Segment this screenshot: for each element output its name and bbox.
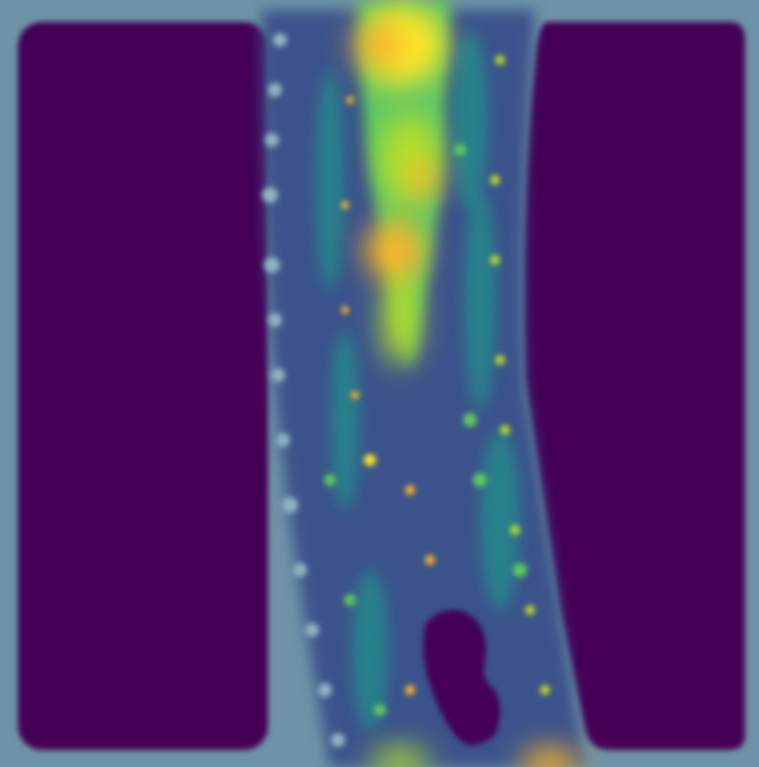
hot-spots bbox=[355, 5, 580, 767]
left-dark-region bbox=[18, 22, 268, 750]
dark-hole bbox=[423, 610, 500, 745]
speckle-dots bbox=[262, 33, 550, 747]
right-dark-region bbox=[523, 22, 745, 750]
teal-streaks bbox=[316, 30, 520, 730]
